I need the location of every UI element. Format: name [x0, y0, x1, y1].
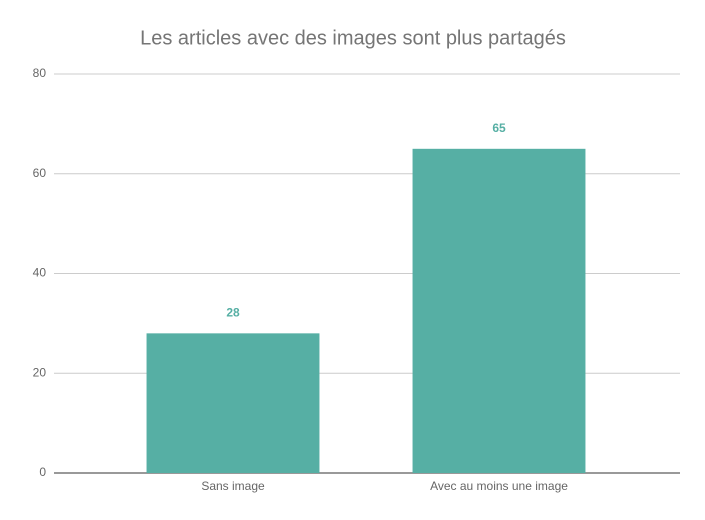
value-label: 28: [226, 306, 240, 320]
x-tick-label: Sans image: [201, 479, 265, 493]
y-tick-label: 20: [33, 365, 47, 379]
x-tick-label: Avec au moins une image: [430, 479, 568, 493]
value-label: 65: [492, 121, 506, 135]
y-tick-label: 0: [39, 465, 46, 479]
y-tick-label: 80: [33, 66, 47, 80]
bar: [146, 333, 320, 473]
chart-title: Les articles avec des images sont plus p…: [140, 27, 566, 49]
y-tick-label: 40: [33, 266, 47, 280]
bar: [412, 148, 586, 473]
y-tick-label: 60: [33, 166, 47, 180]
